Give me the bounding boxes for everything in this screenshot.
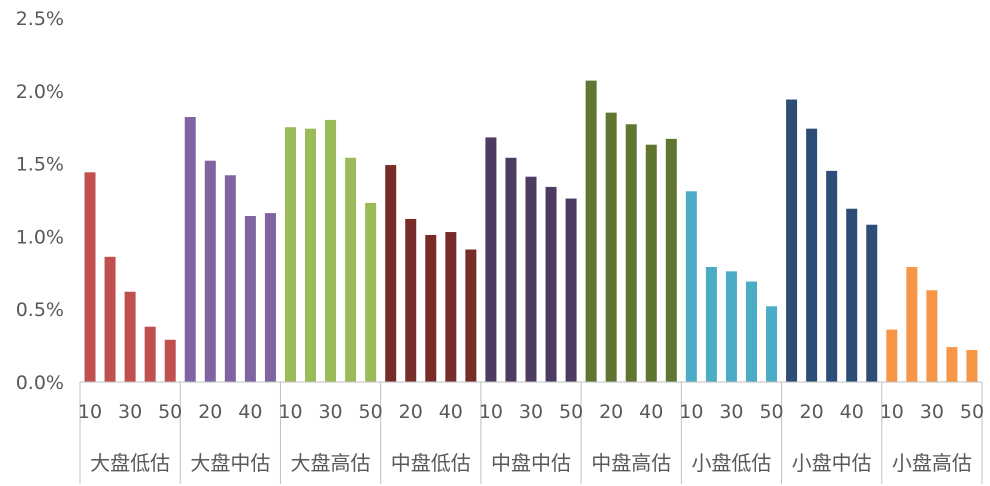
x-tick-label: 30	[920, 401, 944, 423]
bar	[124, 291, 136, 382]
x-axis: 10 30 50 大盘低估 20 40 大盘中估 10 30 50 大盘高估 20 40 中盘低估 10 30…	[78, 381, 984, 484]
x-tick-label: 10	[479, 401, 503, 423]
bar	[806, 128, 818, 382]
x-tick-label: 40	[840, 401, 864, 423]
bar	[585, 80, 597, 382]
x-tick-label: 50	[759, 401, 783, 423]
bar	[405, 218, 417, 382]
bar	[305, 128, 317, 382]
bar	[465, 249, 477, 382]
x-tick-label: 30	[318, 401, 342, 423]
y-tick-label: 2.0%	[16, 81, 64, 103]
bar	[745, 281, 757, 382]
y-axis-ticks: 0.0% 0.5% 1.0% 1.5% 2.0% 2.5%	[16, 8, 64, 394]
bar	[685, 191, 697, 382]
bar	[826, 170, 838, 382]
x-tick-label: 50	[359, 401, 383, 423]
bar	[204, 160, 216, 382]
x-tick-label: 30	[118, 401, 142, 423]
bar	[345, 157, 357, 382]
group-label: 中盘低估	[391, 451, 471, 475]
x-tick-label: 10	[278, 401, 302, 423]
group-label: 大盘高估	[291, 451, 371, 475]
group-label: 小盘中估	[792, 451, 872, 475]
bar	[705, 266, 717, 382]
bar	[545, 186, 557, 382]
bar	[946, 347, 958, 382]
x-tick-label: 40	[639, 401, 663, 423]
bar	[605, 112, 617, 382]
bar	[104, 256, 116, 382]
bar	[846, 208, 858, 382]
y-tick-label: 1.5%	[16, 154, 64, 176]
bar	[906, 266, 918, 382]
x-tick-label: 50	[559, 401, 583, 423]
bar	[866, 224, 878, 382]
y-tick-label: 2.5%	[16, 8, 64, 30]
group-label: 小盘低估	[691, 451, 771, 475]
x-tick-label: 40	[439, 401, 463, 423]
group-label: 大盘低估	[90, 451, 170, 475]
bar	[385, 165, 397, 382]
bar	[365, 202, 377, 382]
bar	[565, 198, 577, 382]
group-label: 中盘中估	[491, 451, 571, 475]
y-tick-label: 0.5%	[16, 299, 64, 321]
y-tick-label: 1.0%	[16, 226, 64, 248]
bar	[445, 232, 457, 382]
x-tick-label: 20	[198, 401, 222, 423]
bar	[184, 117, 196, 383]
x-tick-label: 10	[78, 401, 102, 423]
bars	[84, 80, 978, 383]
bar	[786, 99, 798, 382]
bar	[325, 119, 337, 383]
bar	[164, 339, 176, 382]
x-tick-label: 50	[960, 401, 984, 423]
bar	[766, 306, 778, 382]
bar	[84, 172, 96, 382]
bar	[525, 176, 537, 382]
bar	[224, 175, 236, 382]
group-label: 大盘中估	[190, 451, 270, 475]
x-tick-label: 50	[158, 401, 182, 423]
bar	[244, 216, 256, 382]
bar	[284, 127, 296, 382]
bar	[966, 349, 978, 382]
bar	[725, 271, 737, 382]
bar	[926, 290, 938, 382]
x-tick-label: 10	[679, 401, 703, 423]
x-tick-label: 20	[800, 401, 824, 423]
x-tick-label: 10	[880, 401, 904, 423]
group-label: 小盘高估	[892, 451, 972, 475]
bar	[645, 144, 657, 382]
bar	[625, 124, 637, 383]
bar	[425, 234, 437, 382]
x-tick-label: 20	[599, 401, 623, 423]
bar	[665, 138, 677, 382]
bar	[264, 213, 276, 382]
bar	[886, 329, 898, 382]
x-tick-label: 40	[238, 401, 262, 423]
x-tick-label: 30	[719, 401, 743, 423]
bar	[144, 326, 156, 382]
y-tick-label: 0.0%	[16, 372, 64, 394]
group-label: 中盘高估	[591, 451, 671, 475]
x-tick-label: 30	[519, 401, 543, 423]
bar	[485, 137, 497, 382]
bar	[505, 157, 517, 382]
x-tick-label: 20	[399, 401, 423, 423]
